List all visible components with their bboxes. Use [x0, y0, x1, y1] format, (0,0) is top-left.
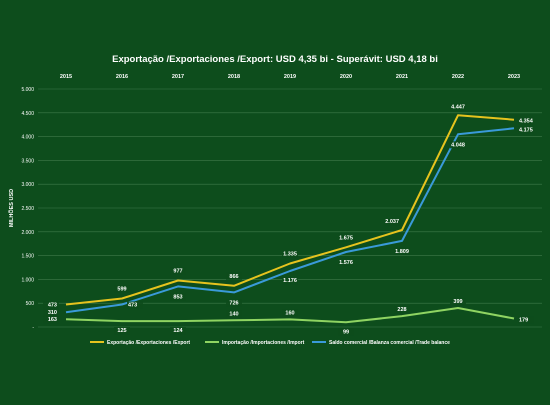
data-label: 99 [343, 329, 349, 335]
data-label-bg [518, 117, 534, 125]
data-label: 4.175 [519, 127, 533, 133]
data-label: 399 [453, 299, 462, 305]
data-label-bg [43, 316, 59, 324]
data-label-bg [282, 309, 298, 317]
data-label-bg [226, 310, 242, 318]
x-tick-label: 2018 [228, 74, 240, 80]
data-label: 2.037 [385, 219, 399, 225]
y-tick-labels: - 500 1.000 1.500 2.000 2.500 3.000 3.500 4.000 4… [21, 87, 34, 331]
y-tick-label: 5.000 [21, 87, 34, 93]
x-tick-label: 2017 [172, 74, 184, 80]
y-tick-label: 1.500 [21, 254, 34, 260]
legend-label: Saldo comercial /Balanza comercial /Trad… [329, 340, 450, 346]
y-tick-label: 500 [26, 301, 35, 307]
data-label: 179 [519, 317, 528, 323]
data-label: 1.675 [339, 235, 353, 241]
series-line-1 [65, 307, 515, 324]
x-tick-label: 2022 [452, 74, 464, 80]
x-tick-label: 2016 [116, 74, 128, 80]
grid-layer [38, 88, 542, 328]
x-tick-label: 2015 [60, 74, 72, 80]
data-label-bg [338, 234, 354, 242]
chart-title: Exportação /Exportaciones /Export: USD 4… [112, 54, 438, 65]
y-tick-label: 1.000 [21, 277, 34, 283]
data-label: 853 [173, 294, 182, 300]
data-label-bg [450, 103, 466, 111]
data-label-bg [450, 141, 466, 149]
data-label-bg [114, 327, 130, 335]
data-label: 1.809 [395, 249, 409, 255]
y-tick-label: 3.500 [21, 158, 34, 164]
series-line-2 [65, 127, 515, 314]
data-label: 160 [285, 310, 294, 316]
data-label-bg [394, 247, 410, 255]
y-tick-label: 2.000 [21, 230, 34, 236]
data-label: 977 [173, 268, 182, 274]
data-label-bg [394, 306, 410, 314]
data-label-bg [450, 298, 466, 306]
data-label: 228 [397, 307, 406, 313]
y-tick-label: 4.000 [21, 135, 34, 141]
series-line-0 [65, 114, 515, 306]
x-tick-label: 2020 [340, 74, 352, 80]
data-label-bg [338, 328, 354, 336]
data-label: 4.048 [451, 142, 465, 148]
data-label-bg [114, 285, 130, 293]
data-label: 125 [117, 328, 126, 334]
data-label-bg [170, 293, 186, 301]
data-label: 1.576 [339, 260, 353, 266]
series-layer [65, 114, 515, 324]
data-label-bg [282, 277, 298, 285]
data-label-bg [226, 299, 242, 307]
data-label-bg [518, 126, 534, 134]
y-tick-label: 4.500 [21, 111, 34, 117]
data-label: 726 [229, 300, 238, 306]
x-tick-label: 2023 [508, 74, 520, 80]
x-tick-label: 2019 [284, 74, 296, 80]
data-label-bg [170, 267, 186, 275]
data-label: 473 [48, 302, 57, 308]
data-label-bg [127, 301, 143, 309]
y-axis-label: MILHÕES USD [8, 189, 15, 227]
data-label-bg [43, 309, 59, 317]
legend: Exportação /Exportaciones /Export Importa… [90, 340, 450, 346]
data-label: 1.335 [283, 251, 297, 257]
data-label-bg [43, 301, 59, 309]
data-label-bg [338, 258, 354, 266]
y-tick-label: - [32, 325, 34, 331]
y-tick-label: 3.000 [21, 182, 34, 188]
data-labels: 473 599 977 866 1.335 1.675 2.037 4.447 4.354 163… [43, 103, 534, 336]
data-label-bg [385, 218, 401, 226]
x-tick-labels: 2015 2016 2017 2018 2019 2020 2021 2022 2023 [60, 74, 520, 80]
x-tick-label: 2021 [396, 74, 408, 80]
data-label: 866 [229, 274, 238, 280]
data-label-bg [226, 272, 242, 280]
y-tick-label: 2.500 [21, 206, 34, 212]
data-label-bg [282, 250, 298, 258]
data-label: 163 [48, 317, 57, 323]
data-label: 4.447 [451, 104, 465, 110]
data-label-bg [518, 316, 534, 324]
legend-label: Importação /Importaciones /Import [222, 340, 305, 346]
data-label: 140 [229, 311, 238, 317]
data-label-bg [170, 327, 186, 335]
data-label: 473 [128, 302, 137, 308]
data-label: 4.354 [519, 119, 534, 125]
data-label: 1.176 [283, 278, 297, 284]
legend-label: Exportação /Exportaciones /Export [107, 340, 190, 346]
data-label: 310 [48, 310, 57, 316]
data-label: 599 [117, 286, 126, 292]
data-label: 124 [173, 328, 183, 334]
